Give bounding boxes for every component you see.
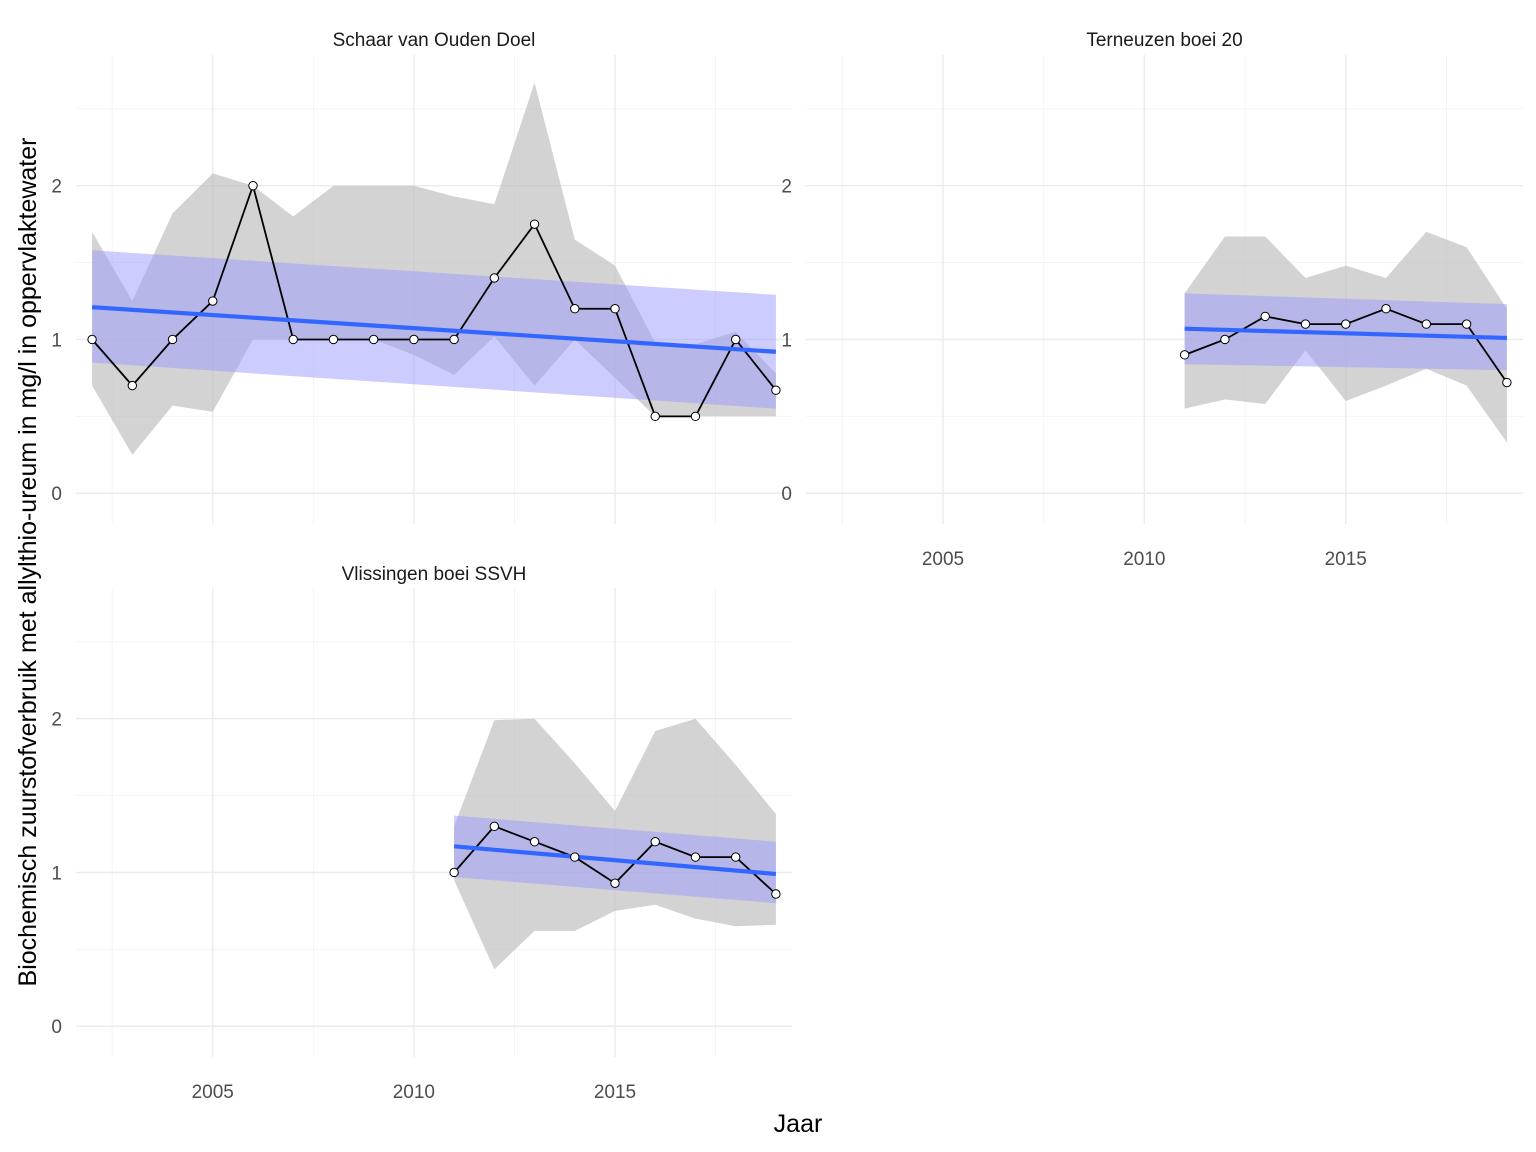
data-point [610,878,620,888]
data-point [208,296,218,306]
panel-1: Schaar van Ouden Doel 0 1 2 [51,30,792,524]
data-point [730,334,741,345]
data-point [690,411,701,422]
trend-line [91,305,777,354]
data-point [730,852,741,862]
data-point [449,334,459,345]
x-tick-label: 2015 [1325,549,1367,570]
data-point [1260,311,1270,322]
data-point [1220,334,1230,345]
x-axis-title: Jaar [774,1110,823,1138]
data-point [87,334,97,345]
data-point [489,821,500,832]
y-tick-label: 2 [781,177,792,198]
data-point [570,852,580,862]
data-point [409,334,419,345]
x-tick-label: 2010 [393,1082,435,1103]
y-tick-label: 2 [51,710,62,731]
trend-line [1184,326,1507,341]
data-point [1300,319,1311,329]
data-point [127,380,138,391]
data-point [368,334,379,345]
data-point [449,867,459,878]
data-point [248,181,258,191]
panel-3: Vlissingen boei SSVH 0 1 2 2005 2010 2015 [51,564,792,1103]
data-point [529,219,540,229]
panel-2: Terneuzen boei 20 0 1 2 2005 2010 2015 [781,30,1523,570]
trend-line [453,844,777,877]
data-point [328,334,339,345]
panel-title: Terneuzen boei 20 [1086,30,1242,51]
y-tick-label: 0 [781,484,792,505]
x-tick-label: 2015 [594,1082,636,1103]
data-point [570,304,580,314]
y-tick-label: 0 [51,1017,62,1038]
data-point [771,889,781,899]
data-point [1179,350,1190,360]
data-point [1381,304,1391,314]
data-point [1341,319,1351,329]
data-point [1502,377,1512,388]
data-point [1421,319,1432,329]
x-tick-label: 2005 [922,549,964,570]
y-tick-label: 0 [51,484,62,505]
data-point [489,273,500,283]
x-tick-label: 2005 [192,1082,234,1103]
panel-title: Schaar van Ouden Doel [333,30,536,51]
data-point [771,385,781,395]
y-tick-label: 1 [781,330,792,351]
data-point [610,304,620,314]
series-line [91,182,777,418]
data-point [529,837,540,847]
data-point [167,334,178,345]
data-point [690,852,701,862]
panel-title: Vlissingen boei SSVH [342,564,527,585]
data-point [650,837,660,847]
x-tick-label: 2010 [1123,549,1165,570]
y-tick-label: 2 [51,177,62,198]
y-tick-label: 1 [51,330,62,351]
data-point [288,334,298,345]
y-tick-label: 1 [51,863,62,884]
y-axis-title: Biochemisch zuurstofverbruik met allylth… [14,138,42,987]
data-point [1461,319,1472,329]
data-point [650,411,660,422]
